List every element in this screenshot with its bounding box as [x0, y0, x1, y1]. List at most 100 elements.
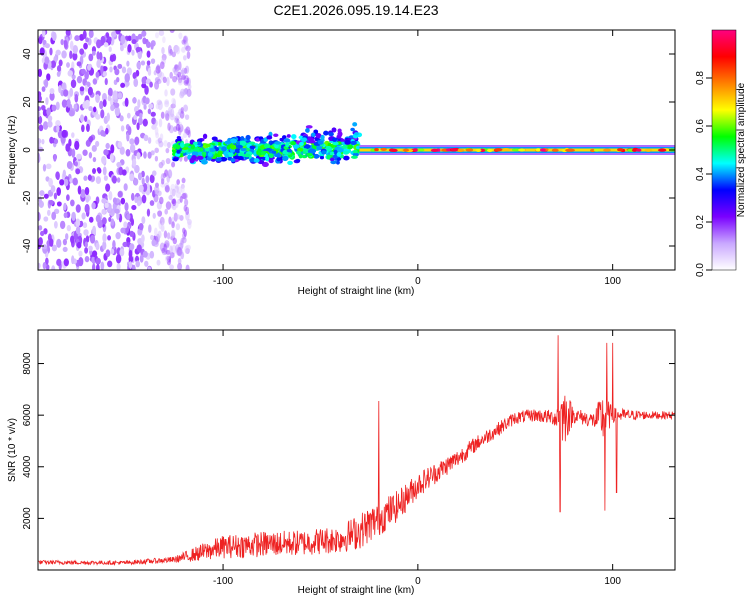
noise-blob — [51, 244, 58, 252]
noise-blob — [120, 44, 124, 52]
noise-blob — [85, 37, 90, 43]
noise-blob — [120, 82, 126, 88]
noise-blob — [83, 229, 89, 236]
noise-blob — [97, 168, 102, 174]
carrier-peak — [493, 148, 503, 152]
noise-blob — [75, 226, 81, 235]
band-blob — [331, 127, 337, 133]
noise-blob — [71, 132, 75, 138]
figure-title: C2E1.2026.095.19.14.E23 — [273, 2, 438, 18]
noise-blob — [62, 169, 66, 178]
noise-blob — [84, 203, 90, 214]
noise-blob — [185, 65, 190, 74]
spectrogram-ytick-label: -40 — [22, 238, 33, 253]
band-blob — [299, 141, 304, 146]
noise-blob — [83, 42, 88, 50]
noise-blob — [177, 257, 182, 265]
noise-blob — [169, 30, 175, 33]
band-blob — [291, 134, 297, 140]
noise-blob — [164, 100, 170, 108]
noise-blob — [63, 258, 69, 267]
band-blob — [257, 150, 263, 156]
noise-blob — [50, 60, 57, 69]
noise-blob — [100, 109, 105, 119]
noise-blob — [116, 161, 122, 168]
noise-blob — [84, 255, 90, 263]
noise-blob — [114, 208, 120, 214]
band-blob — [333, 149, 338, 155]
spectrogram-ylabel: Frequency (Hz) — [7, 116, 18, 185]
noise-blob — [84, 85, 88, 92]
noise-blob — [38, 36, 43, 45]
band-blob — [352, 149, 358, 154]
band-blob — [172, 157, 179, 162]
noise-blob — [38, 115, 43, 125]
band-blob — [326, 154, 331, 160]
noise-blob — [157, 210, 163, 217]
noise-blob — [181, 185, 185, 194]
noise-blob — [136, 152, 141, 160]
noise-blob — [132, 72, 137, 80]
band-blob — [211, 136, 218, 141]
noise-blob — [146, 208, 151, 217]
noise-blob — [88, 152, 93, 159]
noise-blob — [108, 46, 112, 53]
noise-blob — [161, 222, 165, 231]
noise-blob — [39, 190, 45, 197]
band-blob — [353, 144, 358, 151]
noise-blob — [180, 74, 187, 80]
noise-blob — [161, 247, 165, 254]
band-blob — [260, 150, 267, 156]
noise-blob — [101, 198, 107, 204]
noise-blob — [168, 49, 174, 57]
spectrogram-ytick-label: 40 — [22, 48, 33, 60]
noise-blob — [105, 249, 111, 258]
noise-blob — [167, 106, 173, 116]
carrier-peak — [636, 148, 642, 152]
noise-blob — [169, 71, 173, 79]
noise-blob — [149, 81, 153, 88]
noise-blob — [120, 125, 125, 132]
noise-blob — [134, 136, 140, 146]
noise-blob — [142, 118, 148, 127]
noise-blob — [135, 260, 141, 268]
noise-blob — [42, 109, 48, 117]
carrier-peak — [518, 148, 526, 152]
band-blob — [275, 152, 281, 158]
noise-blob — [176, 179, 181, 185]
noise-blob — [65, 233, 69, 240]
band-blob — [271, 150, 277, 154]
band-blob — [240, 147, 247, 152]
noise-blob — [107, 95, 112, 102]
noise-blob — [58, 85, 62, 94]
noise-blob — [149, 200, 155, 206]
band-blob — [337, 131, 343, 137]
noise-blob — [110, 104, 115, 112]
noise-blob — [169, 252, 175, 259]
noise-blob — [117, 191, 123, 198]
band-blob — [303, 148, 308, 152]
noise-blob — [82, 149, 88, 156]
band-blob — [201, 151, 207, 156]
noise-blob — [46, 73, 51, 81]
noise-blob — [38, 225, 43, 231]
noise-blob — [105, 127, 109, 135]
noise-blob — [110, 31, 117, 38]
noise-blob — [182, 132, 188, 139]
noise-blob — [155, 32, 159, 39]
noise-blob — [155, 132, 160, 139]
noise-blob — [171, 230, 176, 238]
noise-blob — [133, 105, 140, 113]
noise-blob — [116, 177, 121, 183]
noise-blob — [154, 227, 158, 237]
band-blob — [199, 147, 204, 152]
noise-blob — [45, 176, 50, 182]
noise-blob — [41, 244, 48, 250]
band-blob — [176, 149, 181, 154]
band-blob — [230, 144, 237, 150]
noise-blob — [137, 99, 141, 109]
noise-blob — [165, 147, 170, 154]
band-blob — [311, 132, 316, 138]
noise-blob — [42, 163, 47, 172]
carrier-peak — [380, 147, 387, 152]
